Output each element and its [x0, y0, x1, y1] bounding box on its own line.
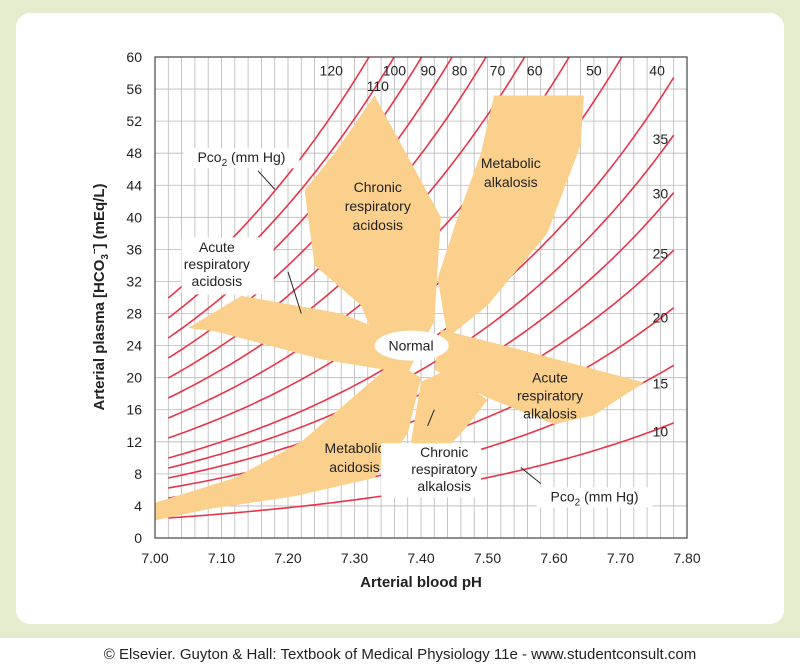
- isobar-line: [167, 57, 423, 339]
- y-axis-label-sup: –: [89, 248, 100, 254]
- y-tick-label: 0: [134, 530, 142, 546]
- label-backdrop: [181, 237, 274, 295]
- x-tick-label: 7.00: [141, 550, 168, 566]
- pco2-label-70: 70: [490, 63, 506, 79]
- pco2-label-40: 40: [649, 63, 665, 79]
- leader-line: [520, 467, 542, 484]
- pco2-label-10: 10: [653, 423, 669, 439]
- y-axis-label-end: ] (mEq/L): [91, 183, 108, 248]
- y-tick-label: 20: [126, 370, 142, 386]
- y-tick-label: 36: [126, 241, 142, 257]
- acute-respiratory-alkalosis-label: Acute respiratory alkalosis: [517, 370, 583, 422]
- leader-line: [287, 271, 302, 314]
- pco2-label-110: 110: [367, 78, 390, 94]
- x-tick-label: 7.10: [208, 550, 235, 566]
- x-tick-label: 7.80: [673, 550, 700, 566]
- metabolic-alkalosis-label: Metabolic alkalosis: [481, 155, 541, 190]
- x-tick-label: 7.40: [407, 550, 434, 566]
- pco2-top-label: Pco2 (mm Hg): [197, 149, 285, 169]
- pco2-label-80: 80: [452, 63, 468, 79]
- x-tick-labels: 7.00 7.10 7.20 7.30 7.40 7.50 7.60 7.70 7.80: [141, 550, 700, 566]
- y-tick-label: 52: [126, 113, 142, 129]
- y-tick-label: 4: [134, 498, 142, 514]
- x-tick-label: 7.20: [274, 550, 301, 566]
- copyright-notice: © Elsevier. Guyton & Hall: Textbook of M…: [103, 646, 697, 663]
- y-tick-label: 16: [126, 402, 142, 418]
- metabolic-acidosis-label: Metabolic acidosis: [325, 440, 385, 475]
- region-chronic-respiratory-acidosis: [304, 95, 441, 370]
- x-axis-label: Arterial blood pH: [360, 574, 482, 591]
- x-tick-label: 7.30: [341, 550, 368, 566]
- plot-border: [154, 56, 688, 539]
- region-acute-respiratory-alkalosis: [434, 329, 644, 425]
- pco2-bottom-label: Pco2 (mm Hg): [551, 488, 639, 508]
- acid-base-regions: [155, 95, 644, 521]
- leader-line: [257, 170, 276, 190]
- pco2-label-20: 20: [653, 310, 669, 326]
- y-tick-label: 12: [126, 434, 142, 450]
- pco2-label-35: 35: [653, 131, 669, 147]
- pco2-label-100: 100: [383, 63, 407, 79]
- acute-respiratory-acidosis-label: Acute respiratory acidosis: [184, 239, 250, 289]
- leader-line: [427, 409, 435, 426]
- chronic-respiratory-alkalosis-label: Chronic respiratory alkalosis: [411, 444, 477, 494]
- pco2-label-15: 15: [653, 375, 669, 391]
- region-chronic-respiratory-alkalosis: [411, 369, 488, 468]
- x-tick-label: 7.70: [607, 550, 634, 566]
- pco2-label-120: 120: [320, 63, 344, 79]
- y-axis-label: Arterial plasma [HCO3–] (mEq/L): [89, 183, 111, 410]
- y-tick-label: 8: [134, 466, 142, 482]
- y-axis-label-main: Arterial plasma [HCO: [91, 259, 108, 410]
- y-tick-label: 48: [126, 145, 142, 161]
- y-tick-label: 24: [126, 338, 142, 354]
- chronic-respiratory-acidosis-label: Chronic respiratory acidosis: [345, 179, 411, 233]
- y-tick-label: 28: [126, 306, 142, 322]
- pco2-label-30: 30: [653, 185, 669, 201]
- y-tick-label: 32: [126, 273, 142, 289]
- acid-base-nomogram: 7.00 7.10 7.20 7.30 7.40 7.50 7.60 7.70 7.80 048…: [89, 49, 701, 591]
- region-metabolic-alkalosis: [437, 95, 584, 338]
- y-tick-label: 56: [126, 81, 142, 97]
- region-metabolic-acidosis: [155, 361, 421, 521]
- y-axis-label-sub: 3: [100, 254, 111, 260]
- pco2-label-25: 25: [653, 245, 669, 261]
- y-tick-label: 60: [126, 49, 142, 65]
- region-normal: [374, 330, 449, 361]
- label-backdrop: [381, 443, 482, 498]
- pco2-label-90: 90: [421, 63, 437, 79]
- pco2-label-60: 60: [527, 63, 543, 79]
- region-acute-respiratory-acidosis: [188, 295, 421, 374]
- label-backdrop: [183, 148, 300, 169]
- y-tick-label: 40: [126, 209, 142, 225]
- x-tick-label: 7.60: [540, 550, 567, 566]
- label-backdrop: [536, 487, 653, 508]
- annotations: Normal Chronic respiratory acidosis Metaboli…: [181, 148, 653, 508]
- y-tick-label: 44: [126, 177, 142, 193]
- pco2-label-50: 50: [586, 63, 602, 79]
- normal-label: Normal: [388, 338, 433, 354]
- x-tick-label: 7.50: [474, 550, 501, 566]
- isobar-line: [168, 134, 675, 469]
